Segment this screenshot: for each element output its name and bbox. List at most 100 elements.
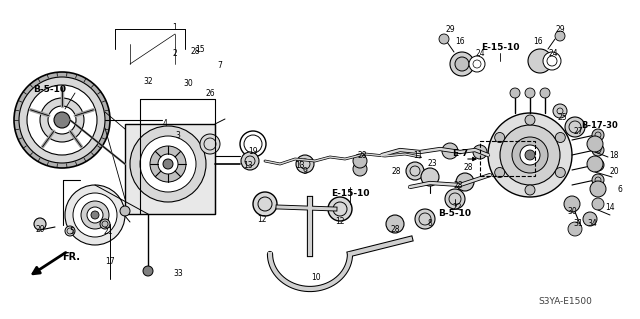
Text: 13: 13 [243, 161, 253, 170]
Text: 30: 30 [567, 206, 577, 216]
Text: 18: 18 [609, 152, 619, 160]
Circle shape [525, 88, 535, 98]
Text: 29: 29 [555, 25, 565, 33]
Text: 27: 27 [573, 127, 583, 136]
Circle shape [34, 218, 46, 230]
Circle shape [590, 181, 606, 197]
Text: 9: 9 [303, 167, 307, 175]
Text: 6: 6 [618, 184, 623, 194]
Circle shape [353, 154, 367, 168]
Circle shape [510, 88, 520, 98]
Circle shape [439, 34, 449, 44]
Circle shape [473, 145, 487, 159]
Text: 26: 26 [205, 90, 215, 99]
Circle shape [406, 162, 424, 180]
Text: 7: 7 [218, 62, 223, 70]
Circle shape [65, 185, 125, 245]
Text: 19: 19 [248, 146, 258, 155]
Text: 22: 22 [452, 203, 461, 211]
Circle shape [525, 185, 535, 195]
Text: 13: 13 [295, 161, 305, 170]
Text: 28: 28 [390, 225, 400, 234]
Circle shape [540, 88, 550, 98]
Text: 10: 10 [311, 272, 321, 281]
Circle shape [130, 126, 206, 202]
Circle shape [565, 117, 585, 137]
Circle shape [158, 154, 178, 174]
Circle shape [19, 77, 105, 163]
Circle shape [65, 226, 75, 236]
Text: 14: 14 [605, 203, 615, 211]
Text: 31: 31 [573, 219, 583, 228]
Circle shape [120, 206, 130, 216]
Circle shape [143, 266, 153, 276]
Text: 16: 16 [533, 36, 543, 46]
Text: 15: 15 [195, 44, 205, 54]
Text: 23: 23 [427, 160, 437, 168]
Text: 20: 20 [609, 167, 619, 175]
Circle shape [587, 156, 603, 172]
Text: 33: 33 [173, 270, 183, 278]
Text: FR.: FR. [62, 252, 80, 262]
Circle shape [488, 113, 572, 197]
Text: 32: 32 [143, 77, 153, 85]
Circle shape [495, 132, 505, 143]
Text: E-7: E-7 [452, 150, 468, 159]
Circle shape [27, 85, 97, 155]
Circle shape [587, 136, 603, 152]
Text: 8: 8 [428, 219, 433, 227]
Text: 17: 17 [105, 256, 115, 265]
Circle shape [150, 146, 186, 182]
Circle shape [556, 167, 565, 177]
Text: 29: 29 [445, 25, 455, 33]
Circle shape [469, 56, 485, 72]
Circle shape [296, 155, 314, 173]
Text: 34: 34 [587, 219, 597, 227]
Bar [480, 141, 535, 176]
Circle shape [592, 174, 604, 186]
Circle shape [241, 152, 259, 170]
Text: 11: 11 [413, 151, 423, 160]
Circle shape [495, 167, 505, 177]
Circle shape [525, 150, 535, 160]
Text: 16: 16 [455, 36, 465, 46]
Circle shape [500, 125, 560, 185]
Circle shape [100, 219, 110, 229]
Text: 4: 4 [163, 120, 168, 129]
Circle shape [592, 129, 604, 141]
Text: 28: 28 [190, 47, 200, 56]
Circle shape [455, 57, 469, 71]
Text: B-5-10: B-5-10 [33, 85, 67, 93]
Text: B-17-30: B-17-30 [582, 122, 618, 130]
Circle shape [163, 159, 173, 169]
Circle shape [14, 72, 110, 168]
Text: 2: 2 [173, 49, 177, 58]
Circle shape [512, 137, 548, 173]
Text: E-15-10: E-15-10 [331, 189, 369, 197]
Text: 28: 28 [391, 167, 401, 175]
Circle shape [328, 197, 352, 221]
Text: 28: 28 [453, 182, 463, 190]
Text: E-15-10: E-15-10 [481, 42, 519, 51]
Circle shape [421, 168, 439, 186]
Circle shape [456, 173, 474, 191]
Circle shape [54, 112, 70, 128]
Circle shape [253, 192, 277, 216]
Circle shape [200, 134, 220, 154]
Circle shape [450, 52, 474, 76]
Circle shape [87, 207, 103, 223]
Circle shape [81, 201, 109, 229]
Text: 30: 30 [183, 79, 193, 88]
Circle shape [528, 49, 552, 73]
Text: 25: 25 [557, 113, 567, 122]
Text: 3: 3 [175, 131, 180, 140]
Circle shape [140, 136, 196, 192]
Circle shape [564, 196, 580, 212]
Circle shape [592, 144, 604, 156]
Circle shape [353, 162, 367, 176]
Circle shape [386, 215, 404, 233]
Circle shape [442, 143, 458, 159]
Text: 21: 21 [103, 226, 113, 235]
Bar [125, 124, 215, 214]
Circle shape [553, 104, 567, 118]
